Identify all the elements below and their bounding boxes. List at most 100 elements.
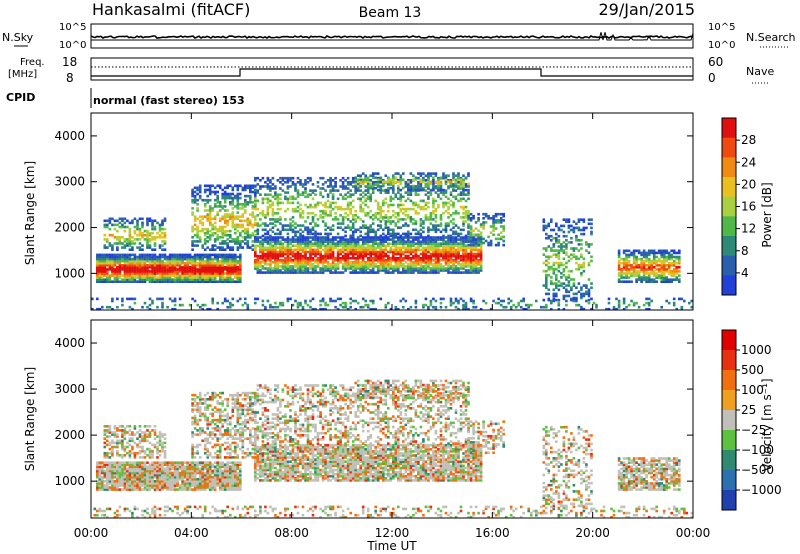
power-cell-2663 [464,252,468,256]
power-cell-943 [163,242,167,245]
power-cell-1602 [291,248,295,252]
power-cell-3006 [304,181,307,184]
power-cell-1303 [244,184,247,188]
power-cell-98 [113,268,117,271]
power-cell-1868 [336,271,340,274]
power-cell-2677 [467,256,470,260]
power-cell-837 [128,233,132,237]
power-cell-706 [229,268,232,271]
power-cell-1920 [344,246,347,250]
power-cell-3516 [417,230,420,234]
power-cell-223 [138,278,142,281]
power-cell-2021 [361,267,365,270]
power-cell-1342 [251,225,255,229]
power-cell-3642 [444,228,448,232]
power-cell-673 [221,255,224,259]
power-cell-259 [143,261,147,265]
power-cell-4709 [254,301,257,305]
power-cell-1718 [309,236,312,239]
power-cell-2666 [464,246,468,250]
power-cell-3278 [366,230,370,234]
power-cell-3851 [412,178,415,182]
power-cell-2196 [389,261,393,264]
power-cell-745 [236,268,240,271]
power-cell-3145 [339,226,342,229]
power-cell-430 [176,264,179,267]
power-cell-578 [203,261,207,265]
power-cell-4955 [665,299,668,303]
power-cell-4912 [580,307,583,311]
power-cell-4786 [369,307,372,311]
power-cell-3781 [366,186,370,190]
power-cell-3782 [366,184,370,188]
power-cell-2668 [464,240,468,243]
power-cell-1528 [279,244,282,248]
power-cell-827 [126,240,129,243]
power-cell-3704 [457,226,460,229]
power-cell-2844 [269,185,272,188]
power-cell-1211 [231,215,235,218]
power-cell-3542 [422,222,425,225]
power-cell-1764 [319,269,322,272]
power-cell-4936 [622,299,626,303]
power-cell-1206 [231,225,235,229]
power-cell-3446 [399,176,403,180]
power-cell-647 [216,253,219,257]
power-cell-3895 [437,182,440,186]
power-cell-4524 [657,268,661,271]
power-cell-4949 [647,307,651,311]
power-cell-4527 [657,257,661,261]
power-cell-1917 [344,254,347,258]
power-cell-4562 [665,278,668,281]
power-cell-1761 [316,238,320,241]
power-cell-419 [173,259,177,263]
power-cell-4668 [171,299,174,303]
power-cell-384 [168,276,172,279]
power-cell-1245 [236,215,240,218]
power-cell-3443 [399,197,403,201]
power-cell-1041 [206,219,209,223]
power-cell-1400 [259,256,262,260]
power-cell-3644 [444,224,448,227]
power-cell-4410 [632,253,636,257]
power-cell-3018 [306,176,310,180]
power-cell-4359 [622,272,626,275]
power-cell-449 [181,280,184,283]
power-cell-132 [121,278,124,281]
power-cell-2126 [376,244,380,248]
power-cell-3208 [351,226,355,229]
power-cell-4177 [562,282,566,285]
power-cell-609 [208,253,212,257]
power-cell-3089 [326,234,330,238]
power-cell-2012 [359,254,362,258]
power-cell-4513 [655,274,658,277]
power-cell-4534 [660,272,663,275]
power-cell-2369 [417,236,420,239]
power-cell-2391 [422,254,425,258]
power-cell-1768 [319,256,322,260]
power-cell-3068 [321,220,325,223]
power-cell-3481 [409,232,413,236]
power-cell-2123 [376,252,380,256]
power-cell-4586 [670,274,673,277]
power-cell-2841 [269,193,272,196]
power-cell-4130 [555,276,558,279]
power-cell-3273 [364,185,367,188]
power-cell-390 [168,264,172,267]
power-cell-2788 [256,176,260,180]
power-cell-382 [168,280,172,283]
power-cell-2140 [379,248,383,252]
power-cell-1899 [341,258,345,262]
power-cell-388 [168,268,172,271]
power-cell-2315 [409,258,413,262]
power-cell-2885 [279,232,282,236]
power-cell-2862 [274,224,277,227]
power-cell-478 [186,274,189,277]
power-cell-4361 [622,266,626,269]
power-cell-3096 [326,193,330,196]
power-cell-4675 [181,303,184,307]
power-cell-1224 [234,238,237,241]
power-cell-2146 [379,236,383,239]
power-cell-3355 [382,203,385,207]
power-cell-1201 [229,184,232,188]
